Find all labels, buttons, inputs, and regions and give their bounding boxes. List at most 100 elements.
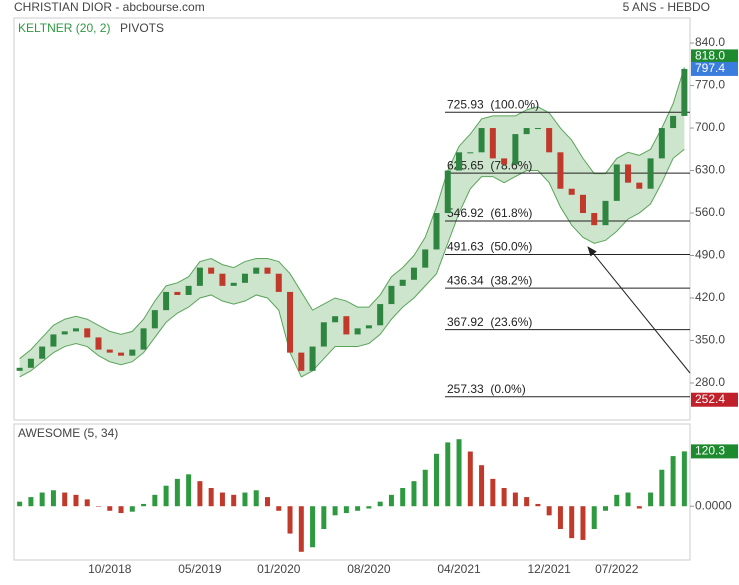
oscillator-title: AWESOME (5, 34): [18, 426, 118, 440]
candle: [106, 349, 113, 353]
candle: [489, 128, 496, 159]
oscillator-bar: [118, 506, 124, 514]
price-tag-label: 818.0: [695, 49, 725, 63]
candle: [365, 325, 372, 329]
x-tick-label: 04/2021: [437, 562, 481, 576]
fib-label: 725.93 (100.0%): [447, 97, 539, 111]
oscillator-bar: [219, 492, 225, 507]
x-tick-label: 05/2019: [178, 562, 222, 576]
oscillator-bar: [96, 506, 101, 507]
oscillator-bar: [366, 506, 372, 509]
chart-title: CHRISTIAN DIOR - abcbourse.com: [14, 0, 205, 14]
price-tag: [691, 49, 738, 64]
oscillator-bar: [152, 494, 158, 507]
oscillator-bar: [411, 481, 417, 507]
oscillator-bar: [39, 492, 45, 507]
oscillator-bar: [265, 497, 270, 507]
oscillator-bar: [287, 506, 293, 534]
price-tag-label: 120.3: [695, 444, 725, 458]
annotation-arrow: [587, 246, 691, 374]
keltner-lower: [19, 148, 685, 378]
candle: [388, 285, 395, 305]
candle: [681, 68, 688, 116]
oscillator-bar: [208, 487, 214, 507]
y-tick-label: 560.0: [695, 205, 725, 219]
candle: [196, 267, 203, 286]
candle: [129, 349, 136, 356]
candle: [433, 213, 440, 250]
chart-subtitle: 5 ANS - HEBDO: [623, 0, 710, 14]
candle: [602, 200, 609, 226]
oscillator-bar: [50, 490, 56, 507]
x-tick-label: 12/2021: [527, 562, 571, 576]
candle: [230, 282, 237, 286]
oscillator-bar: [321, 506, 327, 530]
oscillator-bar: [377, 501, 383, 507]
oscillator-bar: [174, 478, 180, 507]
x-tick-label: 07/2022: [595, 562, 639, 576]
fib-label: 367.92 (23.6%): [447, 315, 532, 329]
price-panel: [13, 17, 691, 421]
candle: [27, 358, 34, 368]
candle: [185, 285, 192, 295]
price-tag-label: 797.4: [695, 61, 725, 75]
candle: [72, 328, 79, 332]
candle: [636, 182, 643, 189]
oscillator-bar: [512, 492, 518, 507]
candle: [579, 194, 586, 214]
oscillator-bar: [17, 501, 23, 507]
candle: [140, 328, 147, 350]
oscillator-bar: [253, 490, 259, 507]
oscillator-bar: [603, 506, 608, 511]
oscillator-bar: [163, 485, 169, 507]
candle: [219, 273, 226, 286]
oscillator-bar: [310, 506, 316, 548]
oscillator-bar: [659, 469, 665, 507]
oscillator-bar: [73, 494, 79, 507]
oscillator-bar: [535, 503, 541, 507]
candle: [568, 188, 575, 195]
fib-label: 257.33 (0.0%): [447, 382, 526, 396]
candle: [287, 291, 294, 353]
fib-label: 546.92 (61.8%): [447, 206, 532, 220]
oscillator-bar: [242, 492, 248, 507]
x-tick-label: 08/2020: [347, 562, 391, 576]
candle: [658, 128, 665, 159]
oscillator-bar: [467, 451, 473, 507]
x-tick-label: 01/2020: [257, 562, 301, 576]
y-tick-label: 700.0: [695, 120, 725, 134]
oscillator-bar: [445, 442, 451, 507]
candle: [264, 267, 271, 274]
candle: [309, 346, 316, 371]
candle: [534, 128, 541, 130]
oscillator-bar: [524, 497, 530, 507]
candle: [523, 128, 530, 135]
oscillator-bar: [107, 506, 113, 511]
candle: [444, 170, 451, 214]
candle: [16, 367, 23, 371]
indicator-label: KELTNER (20, 2): [18, 21, 110, 35]
indicator-label: PIVOTS: [120, 21, 164, 35]
candle: [557, 152, 564, 189]
y-tick-label: 840.0: [695, 35, 725, 49]
keltner-band: [19, 67, 685, 377]
oscillator-bar: [84, 499, 90, 507]
price-tag: [691, 392, 738, 407]
candle: [478, 128, 485, 153]
candle: [422, 249, 429, 268]
candle: [613, 164, 620, 201]
oscillator-bar: [388, 494, 394, 507]
fib-label: 436.34 (38.2%): [447, 273, 532, 287]
price-tag: [691, 444, 738, 459]
candle: [377, 304, 384, 326]
candle: [670, 115, 677, 129]
oscillator-bar: [580, 506, 586, 540]
oscillator-bar: [546, 506, 552, 516]
candle: [241, 273, 248, 283]
candle: [625, 164, 632, 183]
candle: [343, 316, 350, 335]
candle: [118, 352, 125, 356]
fib-label: 625.65 (78.6%): [447, 158, 532, 172]
oscillator-bar: [400, 487, 406, 507]
candle: [501, 158, 508, 165]
